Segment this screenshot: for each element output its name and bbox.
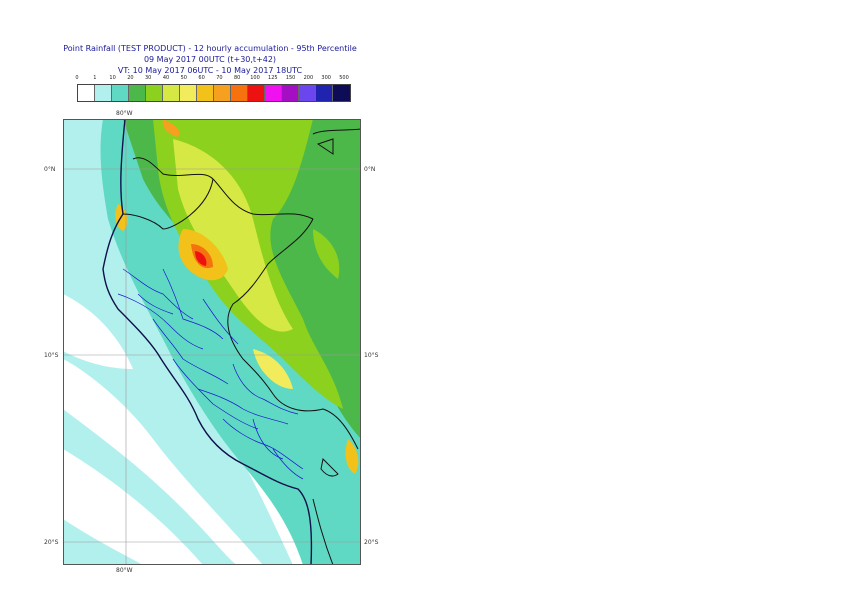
legend-label-14: 300 [321,75,331,81]
lat-label-right-0: 0°N [364,166,376,173]
legend-label-7: 60 [198,75,205,81]
legend-swatch-5 [163,85,180,101]
legend-swatch-15 [333,85,350,101]
rainfall-map [63,119,361,565]
legend-label-13: 200 [303,75,314,81]
legend-label-5: 40 [162,75,170,81]
legend-swatch-9 [231,85,248,101]
legend-label-8: 70 [216,75,223,81]
lon-label-top: 80°W [116,110,133,117]
legend-swatch-7 [197,85,214,101]
legend-label-1: 1 [93,75,97,81]
valid-time-label: VT: 10 May 2017 06UTC - 10 May 2017 18UT… [117,66,303,75]
legend-swatch-4 [146,85,163,101]
chart-title: Point Rainfall (TEST PRODUCT) - 12 hourl… [63,44,357,53]
legend-label-9: 80 [234,75,241,81]
legend-swatch-12 [282,85,299,101]
legend-swatch-14 [316,85,333,101]
legend-label-0: 0 [75,75,79,81]
coastline [102,119,313,565]
legend-label-6: 50 [180,75,187,81]
run-time-label: 09 May 2017 00UTC (t+30,t+42) [143,55,277,64]
color-legend [77,84,351,102]
lat-label-left-20s: 20°S [44,539,59,546]
legend-label-10: 100 [250,75,260,81]
legend-swatch-13 [299,85,316,101]
region-borders [117,268,304,480]
lat-label-left-10s: 10°S [44,352,59,359]
legend-swatch-1 [95,85,112,101]
legend-swatch-3 [129,85,146,101]
country-borders [122,128,361,565]
legend-swatch-0 [78,85,95,101]
lon-label-bottom: 80°W [116,567,133,574]
legend-label-4: 30 [145,75,152,81]
legend-swatch-2 [112,85,129,101]
lat-label-left-0: 0°N [44,166,56,173]
legend-label-15: 500 [339,75,349,81]
legend-swatch-8 [214,85,231,101]
legend-swatch-6 [180,85,197,101]
legend-label-12: 150 [285,75,296,81]
legend-label-3: 20 [127,75,134,81]
lat-label-right-20s: 20°S [364,539,379,546]
legend-threshold-labels: 0 1 10 20 30 40 50 60 70 80 100 125 150 200 300 500 [70,75,360,84]
map-frame [63,119,361,565]
legend-label-11: 125 [268,75,278,81]
legend-swatch-11 [265,85,282,101]
lat-label-right-10s: 10°S [364,352,379,359]
legend-swatch-10 [248,85,265,101]
legend-label-2: 10 [109,75,116,81]
